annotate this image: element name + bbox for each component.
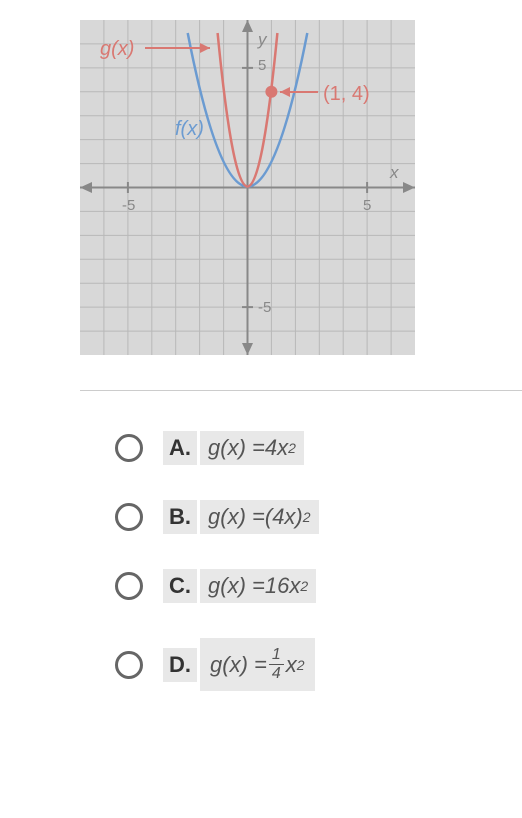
option-c-letter: C. <box>163 569 197 603</box>
options-container: A. g(x) = 4x2 B. g(x) = (4x)2 C. g(x) = … <box>115 431 522 691</box>
point-marker <box>265 86 277 98</box>
xtick-5: 5 <box>363 197 371 214</box>
divider <box>80 390 522 391</box>
coordinate-graph: g(x) f(x) (1, 4) x y -5 5 5 -5 <box>80 20 415 355</box>
option-a-formula: g(x) = 4x2 <box>200 431 304 465</box>
option-a-letter: A. <box>163 431 197 465</box>
option-d-letter: D. <box>163 648 197 682</box>
option-d[interactable]: D. g(x) = 1 4 x2 <box>115 638 522 691</box>
f-label: f(x) <box>175 118 204 140</box>
option-c[interactable]: C. g(x) = 16x2 <box>115 569 522 603</box>
radio-a[interactable] <box>115 434 143 462</box>
radio-c[interactable] <box>115 572 143 600</box>
graph-container: g(x) f(x) (1, 4) x y -5 5 5 -5 <box>80 20 415 355</box>
g-label: g(x) <box>100 38 134 60</box>
radio-d[interactable] <box>115 651 143 679</box>
option-d-formula: g(x) = 1 4 x2 <box>200 638 315 691</box>
option-c-formula: g(x) = 16x2 <box>200 569 316 603</box>
ytick-5: 5 <box>258 57 266 74</box>
xtick-neg5: -5 <box>122 197 135 214</box>
ytick-neg5: -5 <box>258 299 271 316</box>
option-b[interactable]: B. g(x) = (4x)2 <box>115 500 522 534</box>
x-axis-label: x <box>389 163 399 182</box>
option-b-formula: g(x) = (4x)2 <box>200 500 319 534</box>
option-b-letter: B. <box>163 500 197 534</box>
radio-b[interactable] <box>115 503 143 531</box>
point-label: (1, 4) <box>323 83 370 105</box>
y-axis-label: y <box>257 30 268 49</box>
option-a[interactable]: A. g(x) = 4x2 <box>115 431 522 465</box>
